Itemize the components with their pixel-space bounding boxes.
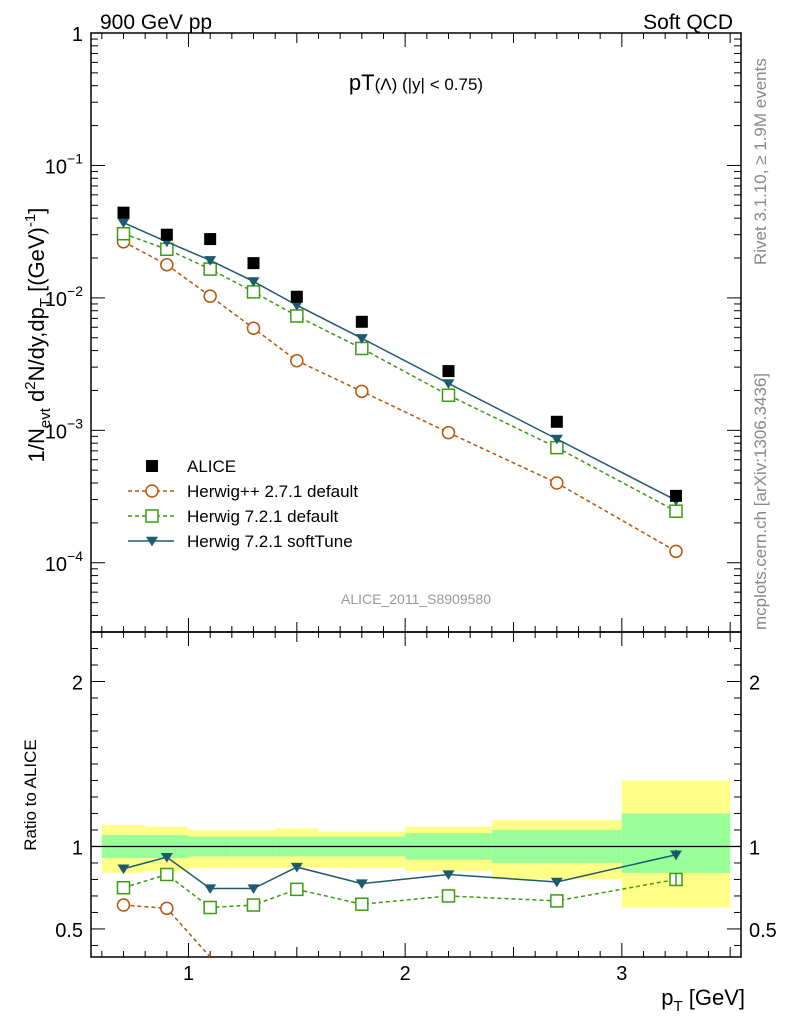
herwig721-point (203, 900, 217, 915)
legend-marker-softtune (146, 536, 158, 547)
herwigpp-point (355, 384, 369, 399)
herwigpp-point (116, 898, 131, 912)
collision-label: 900 GeV pp (100, 11, 212, 34)
main-plot-panel: 1 10−1 10−2 10−3 10−4 (45, 24, 742, 633)
alice-point (117, 206, 130, 219)
softtune-point (247, 884, 260, 894)
ratio-y-tick-label-right: 2 (749, 672, 760, 694)
herwigpp-point (550, 476, 564, 490)
ratio-y-tick-label-right: 1 (749, 837, 760, 859)
y-tick-label: 10−4 (45, 548, 83, 576)
herwigpp-point (160, 257, 174, 272)
legend-label-softtune: Herwig 7.2.1 softTune (187, 532, 353, 551)
herwig721-point (160, 867, 174, 882)
herwig721-point (246, 898, 261, 912)
legend-marker-herwig721 (145, 509, 159, 523)
softtune-point (550, 434, 563, 445)
ratio-y-tick-label: 1 (72, 837, 83, 859)
alice-point (670, 489, 682, 502)
softtune-point (160, 852, 173, 863)
alice-point (442, 365, 455, 378)
top-ylabel: 1/Nevt d2N/dy,dpT [(GeV)-1] (22, 208, 54, 463)
y-tick-label: 10−1 (45, 150, 83, 178)
softtune-point (355, 334, 368, 344)
legend-label-herwigpp: Herwig++ 2.7.1 default (187, 482, 358, 501)
plot-title: pT(Λ) (|y| < 0.75) (349, 70, 483, 95)
herwigpp-line (123, 241, 677, 552)
herwig721-point (290, 309, 304, 323)
legend-label-alice: ALICE (187, 457, 236, 476)
herwigpp-point (290, 354, 304, 368)
softtune-point (117, 218, 130, 229)
legend: ALICE Herwig++ 2.7.1 default Herwig 7.2.1 … (128, 457, 358, 551)
herwig721-point (116, 880, 131, 895)
softtune-point (442, 379, 455, 389)
softtune-point (117, 864, 130, 875)
alice-point (355, 315, 368, 328)
herwig721-point (355, 897, 369, 911)
herwig721-point (290, 882, 304, 897)
softtune-point (204, 256, 217, 266)
herwig721-point (116, 226, 131, 241)
ratio-y-tick-label: 0.5 (55, 920, 83, 942)
herwigpp-point (203, 289, 217, 303)
herwig721-point (355, 341, 369, 356)
ratio-y-tick-label: 2 (72, 672, 83, 694)
softtune-point (204, 884, 217, 894)
herwigpp-point (669, 544, 683, 559)
xlabel: pT [GeV] (661, 985, 745, 1015)
softtune-point (247, 277, 260, 287)
herwig721-point (246, 285, 261, 299)
legend-marker-herwigpp (145, 484, 159, 498)
herwigpp-point (441, 425, 456, 440)
herwig721-point (441, 388, 456, 402)
y-tick-label: 10−2 (45, 283, 83, 311)
alice-point (160, 228, 173, 241)
herwigpp-point (246, 321, 261, 335)
herwig721-point (441, 889, 456, 903)
bottom-frame (90, 631, 742, 958)
ratio-plot-panel: 1 2 3 0.5 0.5 1 1 2 2 (55, 631, 777, 985)
ratio-ylabel: Ratio to ALICE (21, 739, 40, 851)
rivet-version-label: Rivet 3.1.10, ≥ 1.9M events (751, 58, 770, 265)
process-label: Soft QCD (643, 11, 733, 34)
y-tick-label: 10−3 (45, 415, 83, 443)
plot-title-rest: (Λ) (|y| < 0.75) (375, 75, 484, 94)
x-tick-label: 1 (183, 963, 194, 985)
y-tick-label: 1 (72, 24, 83, 46)
legend-marker-alice (146, 460, 158, 472)
softtune-point (550, 877, 563, 888)
herwig721-point (550, 894, 564, 908)
alice-point (204, 233, 217, 246)
analysis-watermark: ALICE_2011_S8909580 (341, 591, 491, 607)
x-tick-label: 2 (400, 963, 411, 985)
legend-label-herwig721: Herwig 7.2.1 default (187, 507, 338, 526)
ratio-y-tick-label-right: 0.5 (749, 920, 777, 942)
x-tick-label: 3 (616, 963, 627, 985)
mcplots-label: mcplots.cern.ch [arXiv:1306.3436] (751, 373, 770, 630)
alice-point (550, 415, 563, 428)
plot-title-main: pT (349, 70, 375, 95)
herwig721-point (669, 504, 683, 518)
softtune-point (290, 301, 303, 311)
softtune-point (442, 870, 455, 880)
alice-point (290, 290, 303, 303)
softtune-point (290, 862, 303, 873)
softtune-point (355, 879, 368, 889)
alice-point (247, 257, 260, 270)
herwigpp-point (160, 901, 174, 916)
